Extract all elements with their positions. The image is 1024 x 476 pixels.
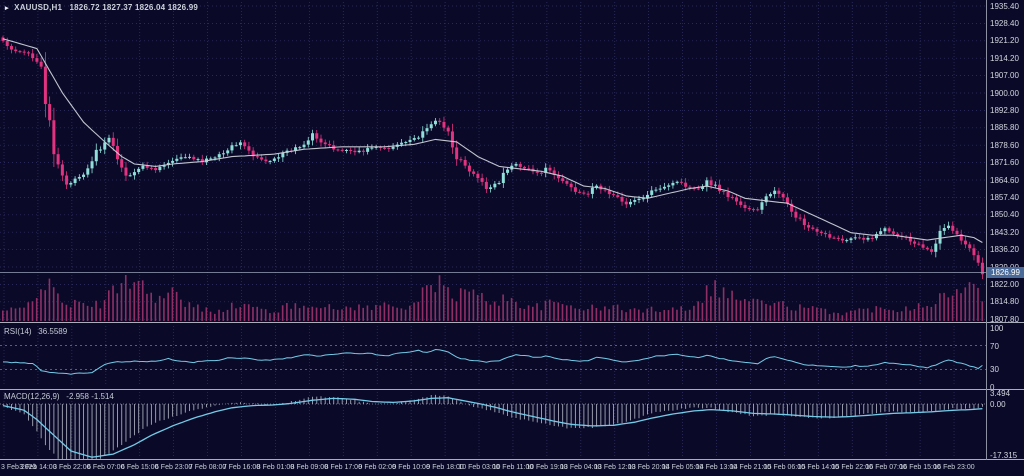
time-tick-label: 13 Feb 12:00 — [594, 464, 636, 471]
rsi-scale-label: 30 — [990, 365, 999, 374]
time-tick-label: 3 Feb 14:00 — [19, 464, 57, 471]
rsi-value: 36.5589 — [38, 327, 68, 336]
time-tick-label: 6 Feb 23:00 — [154, 464, 193, 471]
panel-separator — [0, 459, 1024, 460]
time-tick-label: 6 Feb 07:00 — [87, 464, 125, 471]
time-tick-label: 10 Feb 19:00 — [526, 464, 568, 471]
axis-separator — [986, 0, 987, 460]
time-tick-label: 10 Feb 11:00 — [492, 464, 534, 471]
time-tick-label: 7 Feb 16:00 — [222, 464, 261, 471]
macd-scale-label: -17.315 — [990, 451, 1018, 460]
time-tick-label: 7 Feb 08:00 — [188, 464, 227, 471]
chart-title: ▸ XAUUSD,H1 1826.72 1827.37 1826.04 1826… — [5, 3, 198, 12]
price-tick-label: 1822.00 — [990, 279, 1019, 289]
chart-marker-icon: ▸ — [5, 5, 9, 12]
macd-chart[interactable] — [0, 390, 986, 459]
time-tick-label: 9 Feb 18:00 — [426, 464, 464, 471]
price-tick-label: 1864.60 — [990, 175, 1019, 185]
time-tick-label: 13 Feb 20:00 — [628, 464, 670, 471]
macd-scale-label: 3.494 — [990, 389, 1011, 398]
macd-panel[interactable] — [0, 390, 986, 459]
time-tick-label: 16 Feb 15:00 — [899, 464, 941, 471]
time-tick-label: 15 Feb 14:00 — [797, 464, 839, 471]
price-tick-label: 1807.80 — [990, 314, 1019, 324]
price-tick-label: 1836.20 — [990, 245, 1019, 255]
panel-separator[interactable] — [0, 389, 1024, 390]
time-tick-label: 10 Feb 03:00 — [458, 464, 500, 471]
rsi-label: RSI(14) 36.5589 — [4, 327, 68, 336]
price-tick-label: 1885.80 — [990, 123, 1019, 133]
price-tick-label: 1843.20 — [990, 227, 1019, 237]
time-tick-label: 16 Feb 07:00 — [865, 464, 907, 471]
time-tick-label: 13 Feb 04:00 — [560, 464, 602, 471]
time-tick-label: 16 Feb 23:00 — [933, 464, 975, 471]
time-tick-label: 14 Feb 13:00 — [695, 464, 738, 471]
time-tick-label: 8 Feb 01:00 — [256, 464, 295, 471]
price-tick-label: 1928.40 — [990, 18, 1019, 28]
time-tick-label: 8 Feb 09:00 — [290, 464, 329, 471]
time-axis[interactable]: 3 Feb 2023 3 Feb 14:00 3 Feb 22:00 6 Feb 07… — [0, 460, 1024, 476]
chart-ohlc-values: 1826.72 1827.37 1826.04 1826.99 — [69, 3, 199, 12]
price-tick-label: 1878.60 — [990, 140, 1019, 150]
price-tick-label: 1921.20 — [990, 36, 1019, 46]
rsi-chart[interactable] — [0, 324, 986, 388]
time-tick-label: 14 Feb 05:00 — [661, 464, 704, 471]
time-tick-label: 15 Feb 06:00 — [763, 464, 805, 471]
rsi-panel[interactable] — [0, 324, 986, 388]
panel-separator[interactable] — [0, 322, 1024, 323]
time-tick-label: 9 Feb 02:00 — [358, 464, 396, 471]
price-tick-label: 1871.60 — [990, 158, 1019, 168]
time-tick-label: 6 Feb 15:00 — [121, 464, 159, 471]
price-tick-label: 1935.40 — [990, 1, 1019, 11]
price-tick-label: 1907.00 — [990, 71, 1019, 81]
price-panel[interactable] — [0, 0, 986, 322]
time-tick-label: 9 Feb 10:00 — [392, 464, 430, 471]
time-tick-label: 14 Feb 21:00 — [729, 464, 772, 471]
price-tick-label: 1814.80 — [990, 297, 1019, 307]
time-tick-label: 3 Feb 22:00 — [53, 464, 91, 471]
price-tick-label: 1857.40 — [990, 192, 1019, 202]
rsi-scale-label: 100 — [990, 324, 1004, 333]
macd-value: -2.958 -1.514 — [66, 392, 114, 401]
price-tick-label: 1914.20 — [990, 53, 1019, 63]
macd-label: MACD(12,26,9) -2.958 -1.514 — [4, 392, 114, 401]
price-tick-label: 1850.40 — [990, 210, 1019, 220]
time-tick-label: 15 Feb 22:00 — [831, 464, 873, 471]
time-tick-label: 8 Feb 17:00 — [324, 464, 362, 471]
price-tick-label: 1900.00 — [990, 88, 1019, 98]
time-tick-label: 3 Feb 2023 — [1, 464, 37, 471]
rsi-scale-label: 0 — [990, 382, 995, 392]
chart-symbol: XAUUSD,H1 — [14, 3, 63, 12]
price-tick-label: 1892.80 — [990, 105, 1019, 115]
bid-price-label: 1826.99 — [987, 267, 1024, 278]
macd-scale-label: 0.00 — [990, 400, 1006, 409]
candlestick-chart[interactable] — [0, 0, 986, 322]
bid-price-line — [0, 272, 986, 273]
rsi-scale-label: 70 — [990, 341, 999, 351]
